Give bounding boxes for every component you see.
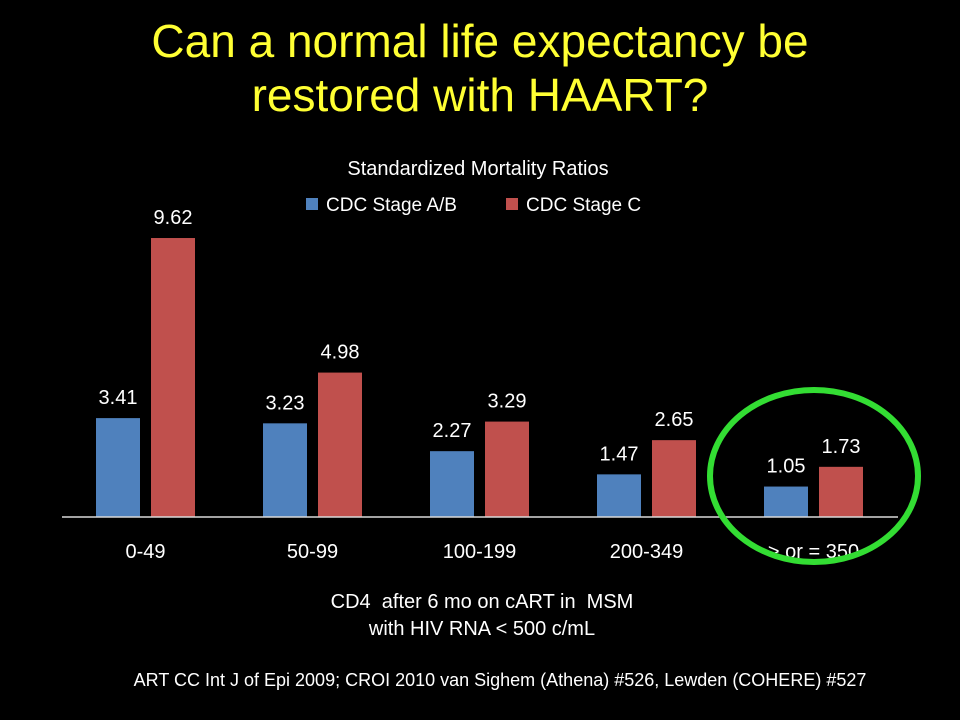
data-label-stage-ab-2: 2.27 xyxy=(433,420,472,442)
bar-stage-ab-1 xyxy=(263,423,307,517)
data-label-stage-c-0: 9.62 xyxy=(154,207,193,229)
data-label-stage-c-1: 4.98 xyxy=(321,342,360,364)
bar-stage-ab-4 xyxy=(764,486,808,517)
legend-swatch-c xyxy=(506,198,518,210)
highlight-circle xyxy=(707,387,921,565)
data-label-stage-c-2: 3.29 xyxy=(488,391,527,413)
x-tick-label-3: 200-349 xyxy=(610,541,683,563)
data-label-stage-ab-3: 1.47 xyxy=(600,443,639,465)
bars-group: 3.41 9.62 3.23 4.98 2.27 3.29 1.47 2.65 1.05 1.73 xyxy=(96,207,863,517)
data-label-stage-c-3: 2.65 xyxy=(655,409,694,431)
x-axis-label-line2: with HIV RNA < 500 c/mL xyxy=(368,618,595,640)
legend: CDC Stage A/B CDC Stage C xyxy=(306,195,641,216)
bar-stage-c-4 xyxy=(819,466,863,517)
data-label-stage-c-4: 1.73 xyxy=(822,436,861,458)
chart-title: Standardized Mortality Ratios xyxy=(347,158,608,180)
legend-swatch-ab xyxy=(306,198,318,210)
bar-stage-ab-2 xyxy=(430,451,474,517)
x-axis-label-line1: CD4 after 6 mo on cART in MSM xyxy=(331,591,634,613)
slide-title-line1: Can a normal life expectancy be xyxy=(151,15,809,67)
bar-stage-ab-0 xyxy=(96,418,140,517)
slide-title-line2: restored with HAART? xyxy=(251,69,709,121)
x-tick-label-2: 100-199 xyxy=(443,541,516,563)
bar-stage-ab-3 xyxy=(597,474,641,517)
data-label-stage-ab-0: 3.41 xyxy=(99,387,138,409)
data-label-stage-ab-1: 3.23 xyxy=(266,392,305,414)
legend-label-ab: CDC Stage A/B xyxy=(326,195,457,216)
data-label-stage-ab-4: 1.05 xyxy=(767,456,806,478)
slide-title: Can a normal life expectancy be restored… xyxy=(0,14,960,122)
bar-stage-c-0 xyxy=(151,238,195,517)
bar-stage-c-3 xyxy=(652,440,696,517)
legend-label-c: CDC Stage C xyxy=(526,195,641,216)
x-tick-label-0: 0-49 xyxy=(125,541,165,563)
bar-stage-c-2 xyxy=(485,421,529,517)
bar-stage-c-1 xyxy=(318,372,362,517)
citation: ART CC Int J of Epi 2009; CROI 2010 van … xyxy=(133,670,867,690)
x-tick-label-1: 50-99 xyxy=(287,541,338,563)
